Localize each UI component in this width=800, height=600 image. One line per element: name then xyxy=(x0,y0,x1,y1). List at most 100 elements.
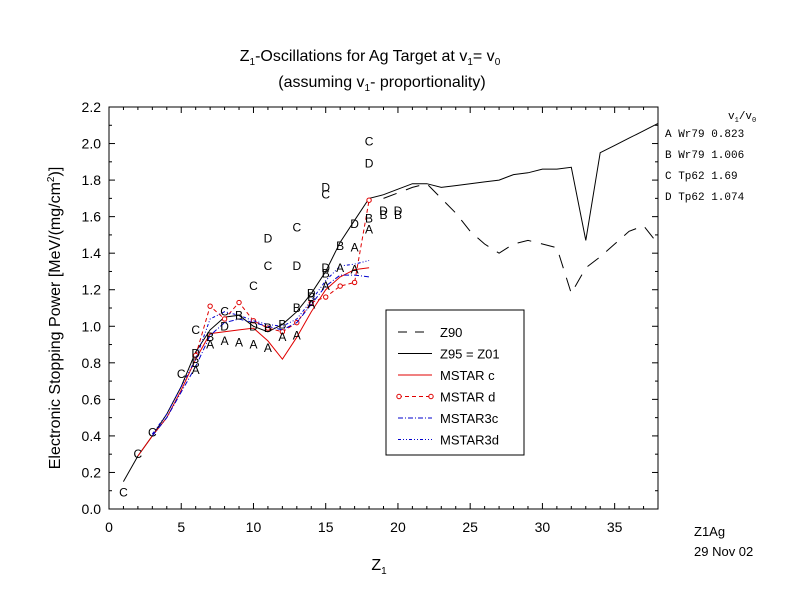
data-point-b: B xyxy=(192,356,200,370)
data-point-c: C xyxy=(249,279,258,293)
legend-label: Z90 xyxy=(440,325,462,340)
data-point-labels: CCCCCDABABCDABADACBADCBACDBADBADCBDABADA… xyxy=(119,135,403,500)
y-tick-label: 0.4 xyxy=(82,428,102,444)
x-tick-label: 15 xyxy=(318,519,334,535)
x-tick-label: 10 xyxy=(246,519,262,535)
legend-label: Z95 = Z01 xyxy=(440,347,500,362)
series-marker xyxy=(323,294,329,300)
data-point-d: D xyxy=(321,180,330,194)
data-point-d: D xyxy=(394,204,403,218)
data-point-b: B xyxy=(365,211,373,225)
side-table-header: v1/v0 xyxy=(728,111,756,125)
chart-title-line2: (assuming v1- proportionality) xyxy=(278,74,485,94)
data-point-a: A xyxy=(221,334,229,348)
series-marker xyxy=(366,197,372,203)
data-point-a: A xyxy=(336,261,344,275)
data-point-a: A xyxy=(192,363,200,377)
series-marker xyxy=(221,316,228,322)
x-tick-labels: 0 5 10 15 20 25 30 35 xyxy=(105,519,623,535)
data-point-c: C xyxy=(148,425,157,439)
data-point-a: A xyxy=(322,279,330,293)
y-tick-label: 0.2 xyxy=(82,464,102,480)
y-tick-labels: 0.0 0.2 0.4 0.6 0.8 1.0 1.2 1.4 1.6 1.8 2.0 2.2 xyxy=(82,99,102,517)
series-marker xyxy=(207,303,213,309)
data-point-a: A xyxy=(278,330,286,344)
data-point-a: A xyxy=(351,263,359,277)
data-point-d: D xyxy=(365,157,374,171)
x-tick-label: 5 xyxy=(177,519,185,535)
data-point-c: C xyxy=(119,486,128,500)
x-tick-label: 20 xyxy=(390,519,406,535)
data-point-b: B xyxy=(394,208,402,222)
data-point-a: A xyxy=(293,328,301,342)
data-point-c: C xyxy=(177,367,186,381)
data-point-a: A xyxy=(235,336,243,350)
series-line xyxy=(122,122,658,482)
legend-marker xyxy=(396,393,402,400)
y-tick-label: 1.4 xyxy=(82,245,102,261)
y-tick-label: 1.0 xyxy=(82,318,102,334)
data-point-b: B xyxy=(278,317,286,331)
data-point-b: B xyxy=(206,330,214,344)
data-point-a: A xyxy=(351,241,359,255)
legend-box xyxy=(385,309,525,456)
data-point-b: B xyxy=(235,308,243,322)
data-point-a: A xyxy=(249,338,257,352)
side-table: v1/v0 A Wr79 0.823 B Wr79 1.006 C Tp62 1.6… xyxy=(665,111,756,204)
data-point-d: D xyxy=(249,319,258,333)
side-table-row: D Tp62 1.074 xyxy=(665,192,745,204)
data-point-c: C xyxy=(220,305,229,319)
legend-items: Z90 Z95 = Z01 MSTAR c MSTAR d MSTAR3c MSTAR3d xyxy=(396,325,500,448)
x-tick-label: 35 xyxy=(607,519,623,535)
y-tick-label: 2.2 xyxy=(82,99,102,115)
data-point-d: D xyxy=(350,217,359,231)
series-line xyxy=(151,260,370,435)
x-tick-label: 0 xyxy=(105,519,113,535)
data-point-b: B xyxy=(379,208,387,222)
data-point-b: B xyxy=(293,301,301,315)
y-tick-label: 0.8 xyxy=(82,355,102,371)
data-point-d: D xyxy=(379,204,388,218)
footer-id: Z1Ag xyxy=(694,524,725,539)
side-table-rows: A Wr79 0.823 B Wr79 1.006 C Tp62 1.69 D Tp6… xyxy=(665,129,745,204)
data-point-a: A xyxy=(264,341,272,355)
side-table-row: B Wr79 1.006 xyxy=(665,150,744,162)
data-point-c: C xyxy=(134,447,143,461)
data-point-b: B xyxy=(307,290,315,304)
data-point-d: D xyxy=(321,261,330,275)
legend-label: MSTAR3c xyxy=(440,411,499,426)
data-point-b: B xyxy=(264,321,272,335)
footer-date: 29 Nov 02 xyxy=(694,544,753,559)
series-layer xyxy=(122,122,658,482)
data-point-d: D xyxy=(264,232,273,246)
data-point-a: A xyxy=(307,297,315,311)
series-marker xyxy=(351,279,358,286)
series-line xyxy=(151,274,370,437)
data-point-a: A xyxy=(206,338,214,352)
series-marker xyxy=(236,299,242,306)
data-point-c: C xyxy=(264,259,273,273)
data-point-d: D xyxy=(292,259,301,273)
data-point-c: C xyxy=(191,323,200,337)
data-point-a: A xyxy=(365,222,373,236)
series-marker xyxy=(337,283,343,289)
plot-frame xyxy=(108,106,659,510)
legend-label: MSTAR3d xyxy=(440,433,499,448)
axis-ticks xyxy=(108,106,659,510)
series-line xyxy=(383,183,658,295)
side-table-row: A Wr79 0.823 xyxy=(665,129,744,141)
y-tick-label: 1.2 xyxy=(82,282,102,298)
data-point-d: D xyxy=(220,319,229,333)
x-axis-label: Z1 xyxy=(371,557,387,577)
series-line xyxy=(137,267,370,457)
y-tick-label: 0.6 xyxy=(82,391,102,407)
x-tick-label: 30 xyxy=(535,519,551,535)
y-tick-label: 1.6 xyxy=(82,209,102,225)
side-table-row: C Tp62 1.69 xyxy=(665,171,738,183)
data-point-d: D xyxy=(307,286,316,300)
series-marker xyxy=(279,329,286,335)
x-tick-label: 25 xyxy=(462,519,478,535)
data-point-d: D xyxy=(191,347,200,361)
legend: Z90 Z95 = Z01 MSTAR c MSTAR d MSTAR3c MSTAR3d xyxy=(385,309,525,456)
